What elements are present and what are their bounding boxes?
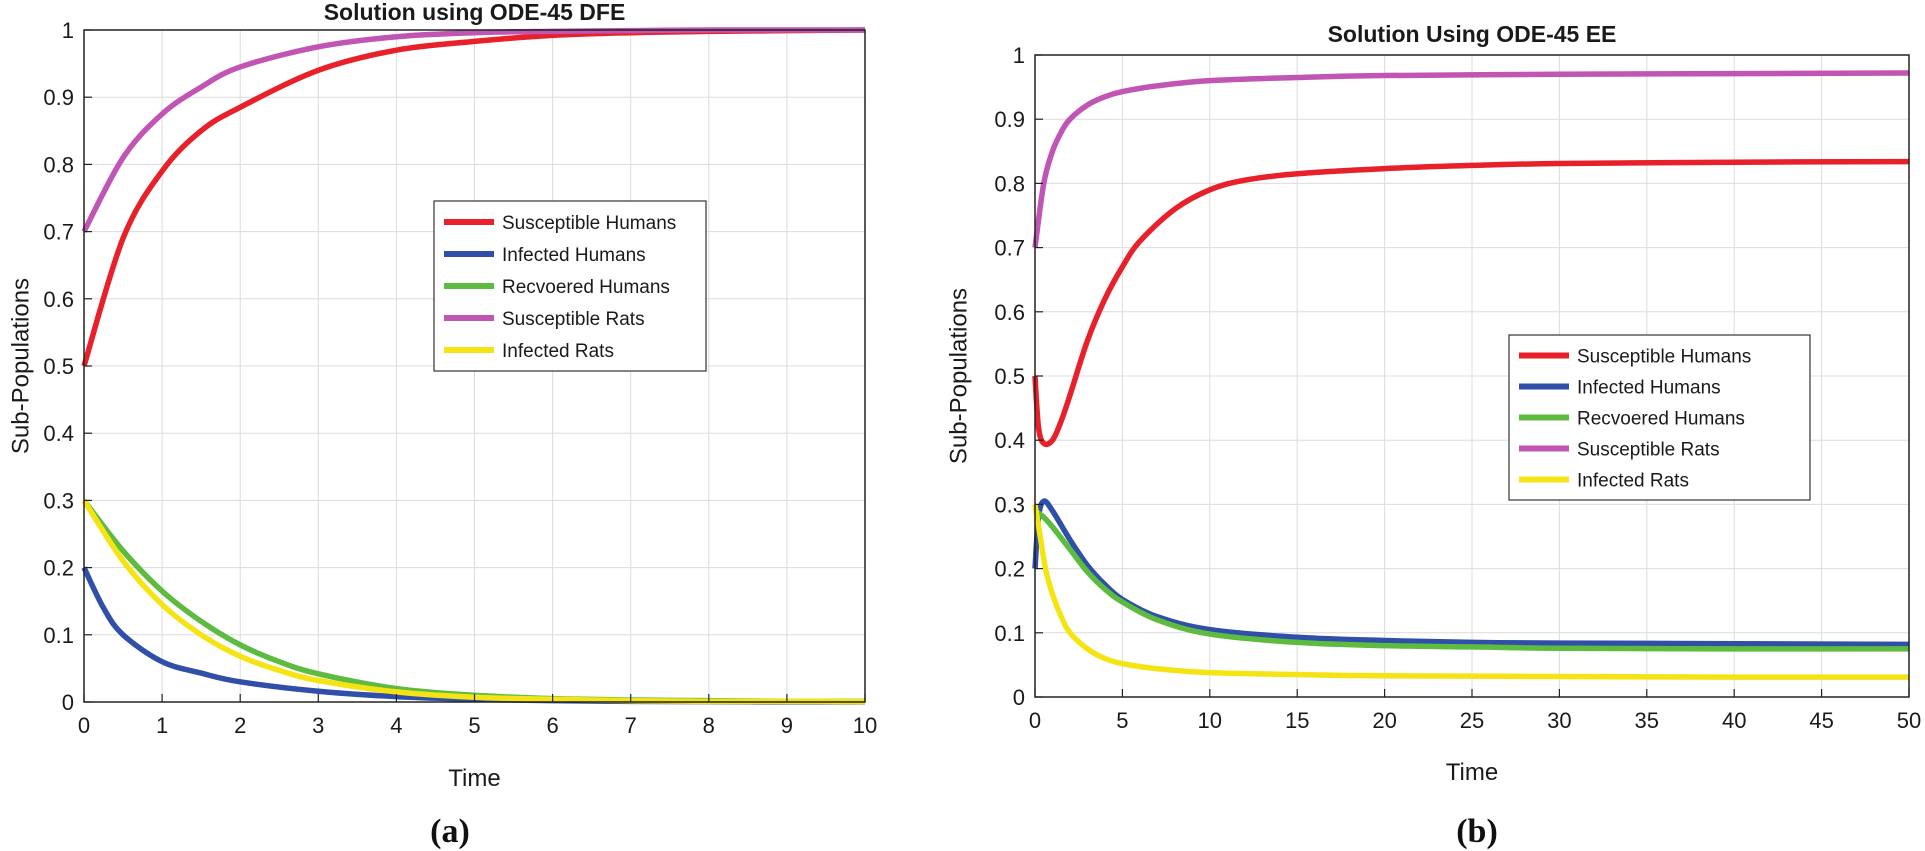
chart-a-x-tick-label: 5 xyxy=(468,713,480,738)
chart-b-legend-label: Infected Humans xyxy=(1577,378,1721,399)
chart-a-y-tick-label: 0.6 xyxy=(43,287,74,312)
chart-b-title: Solution Using ODE-45 EE xyxy=(1328,21,1617,47)
chart-b: 0 5 10 15 20 25 30 35 40 45 50 0 0.1 0.2 0.3 0.4 0.5 0.6 0… xyxy=(945,21,1921,786)
chart-a-x-tick-label: 10 xyxy=(853,713,877,738)
chart-b-y-tick-label: 0.6 xyxy=(994,300,1025,325)
chart-b-x-tick-label: 30 xyxy=(1547,708,1571,733)
chart-b-legend-label: Susceptible Humans xyxy=(1577,347,1751,368)
chart-b-x-tick-label: 50 xyxy=(1897,708,1921,733)
chart-a-y-tick-label: 0.9 xyxy=(43,85,74,110)
chart-b-legend: Susceptible Humans Infected Humans Recvoer… xyxy=(1508,334,1811,501)
chart-b-x-tick-label: 35 xyxy=(1635,708,1659,733)
chart-a-legend-label: Susceptible Rats xyxy=(502,309,645,330)
chart-a-x-tick-label: 2 xyxy=(234,713,246,738)
chart-a-y-tick-label: 1 xyxy=(62,18,74,43)
chart-a-y-tick-label: 0.8 xyxy=(43,152,74,177)
chart-b-x-tick-label: 15 xyxy=(1285,708,1309,733)
chart-a-y-tick-label: 0.4 xyxy=(43,421,74,446)
chart-b-x-tick-label: 20 xyxy=(1372,708,1396,733)
chart-b-x-tick-label: 0 xyxy=(1029,708,1041,733)
chart-b-series-line-infected-rats xyxy=(1032,503,1910,680)
chart-a-x-tick-label: 7 xyxy=(625,713,637,738)
chart-a-legend: Susceptible Humans Infected Humans Recvoer… xyxy=(433,200,707,372)
chart-a-y-tick-label: 0 xyxy=(62,690,74,715)
chart-a-title: Solution using ODE-45 DFE xyxy=(324,0,626,25)
chart-b-y-tick-label: 0.8 xyxy=(994,171,1025,196)
chart-a-x-axis-label: Time xyxy=(448,765,500,792)
chart-b-x-tick-label: 45 xyxy=(1809,708,1833,733)
chart-b-y-tick-label: 0 xyxy=(1013,685,1025,710)
chart-b-legend-label: Susceptible Rats xyxy=(1577,440,1720,461)
chart-b-legend-label: Infected Rats xyxy=(1577,471,1689,492)
chart-a-y-tick-label: 0.1 xyxy=(43,623,74,648)
chart-a-legend-label: Recvoered Humans xyxy=(502,277,670,298)
chart-a-y-tick-label: 0.7 xyxy=(43,220,74,245)
chart-b-y-tick-label: 0.2 xyxy=(994,557,1025,582)
chart-a-legend-label: Infected Rats xyxy=(502,341,614,362)
chart-b-x-tick-label: 25 xyxy=(1460,708,1484,733)
chart-a-x-tick-label: 6 xyxy=(546,713,558,738)
chart-b-y-axis-label: Sub-Populations xyxy=(945,288,972,464)
chart-b-legend-label: Recvoered Humans xyxy=(1577,409,1745,430)
chart-b-x-tick-label: 40 xyxy=(1722,708,1746,733)
chart-a-x-tick-label: 3 xyxy=(312,713,324,738)
chart-b-x-tick-label: 10 xyxy=(1198,708,1222,733)
chart-a: 0 1 2 3 4 5 6 7 8 9 10 0 0.1 0.2 0.3 0.4 0.5 0.6 0.7 0.8 0.9… xyxy=(7,0,877,792)
chart-b-series-line-susceptible-rats xyxy=(1032,70,1910,248)
chart-a-legend-label: Susceptible Humans xyxy=(502,213,676,234)
chart-a-ticks: 0 1 2 3 4 5 6 7 8 9 10 0 0.1 0.2 0.3 0.4 0.5 0.6 0.7 0.8 0.9… xyxy=(43,18,877,738)
chart-b-x-tick-label: 5 xyxy=(1116,708,1128,733)
panel-label-a: (a) xyxy=(430,813,470,850)
chart-b-y-tick-label: 0.9 xyxy=(994,107,1025,132)
chart-b-y-tick-label: 0.4 xyxy=(994,428,1025,453)
chart-b-series-line-recvoered-humans xyxy=(1033,508,1910,652)
chart-a-y-tick-label: 0.2 xyxy=(43,556,74,581)
chart-b-y-tick-label: 1 xyxy=(1013,43,1025,68)
chart-b-series xyxy=(1032,70,1910,680)
chart-a-x-tick-label: 0 xyxy=(78,713,90,738)
chart-a-y-tick-label: 0.5 xyxy=(43,354,74,379)
chart-b-y-tick-label: 0.7 xyxy=(994,236,1025,261)
chart-a-legend-label: Infected Humans xyxy=(502,245,646,266)
panel-label-b: (b) xyxy=(1456,813,1498,850)
chart-b-y-tick-label: 0.5 xyxy=(994,364,1025,389)
chart-b-series-line-susceptible-humans xyxy=(1032,158,1910,448)
chart-a-x-tick-label: 8 xyxy=(703,713,715,738)
chart-b-y-tick-label: 0.3 xyxy=(994,492,1025,517)
chart-a-y-tick-label: 0.3 xyxy=(43,488,74,513)
chart-b-series-line-infected-humans xyxy=(1032,498,1910,648)
chart-a-x-tick-label: 1 xyxy=(156,713,168,738)
chart-b-ticks: 0 5 10 15 20 25 30 35 40 45 50 0 0.1 0.2 0.3 0.4 0.5 0.6 0… xyxy=(994,43,1921,733)
chart-a-y-axis-label: Sub-Populations xyxy=(7,278,34,454)
chart-a-x-tick-label: 4 xyxy=(390,713,402,738)
chart-a-x-tick-label: 9 xyxy=(781,713,793,738)
chart-b-x-axis-label: Time xyxy=(1446,759,1498,786)
chart-b-y-tick-label: 0.1 xyxy=(994,621,1025,646)
